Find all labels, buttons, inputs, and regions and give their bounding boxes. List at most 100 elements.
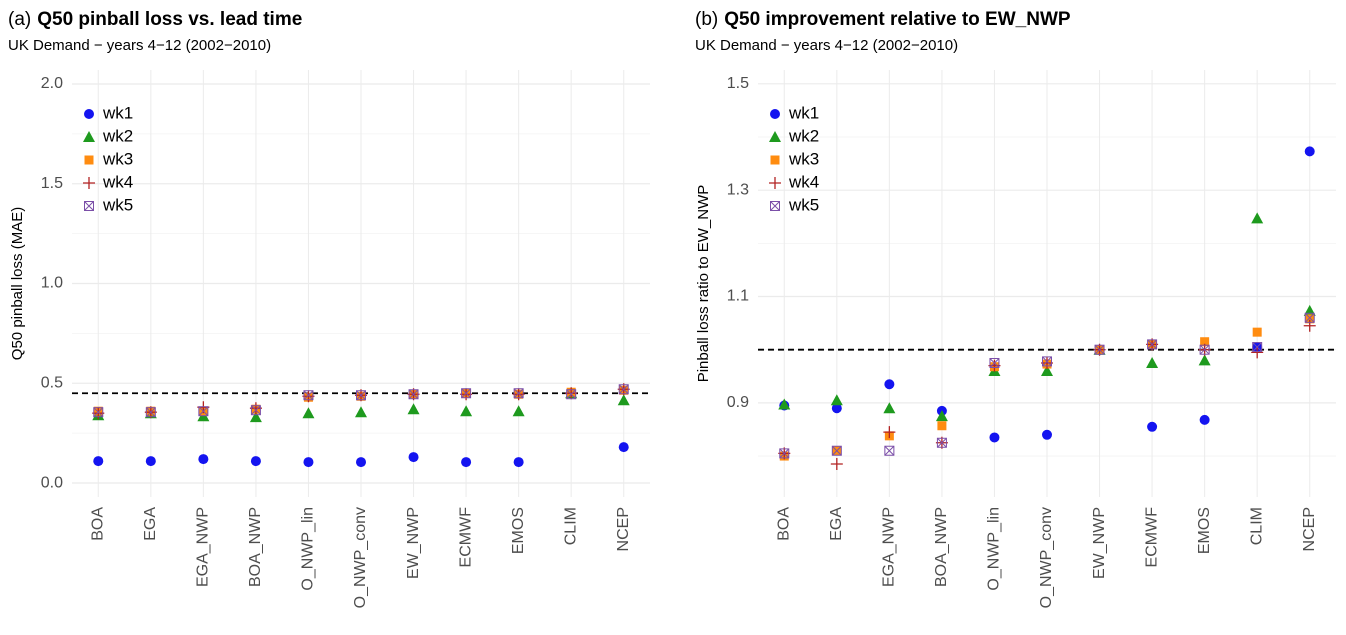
marker <box>145 456 156 467</box>
marker-box <box>461 388 472 399</box>
marker-box <box>1199 344 1210 355</box>
marker-box <box>93 407 104 418</box>
marker-box <box>936 437 947 448</box>
marker <box>769 177 781 189</box>
legend-label: wk2 <box>102 126 133 145</box>
x-tick-label: O_NWP_lin <box>300 507 317 591</box>
marker <box>249 411 262 423</box>
marker <box>770 155 780 165</box>
marker-cross <box>1304 312 1315 323</box>
marker-cross <box>408 389 419 400</box>
marker <box>145 407 156 418</box>
legend-label: wk5 <box>788 195 819 214</box>
marker <box>250 456 261 467</box>
marker-cross <box>1147 339 1157 350</box>
marker-circle <box>1042 429 1052 440</box>
x-tick-label: CLIM <box>1248 507 1265 545</box>
marker-plus <box>83 177 95 189</box>
marker-cross <box>513 388 524 399</box>
marker-triangle <box>249 411 262 423</box>
marker <box>830 458 843 471</box>
chart-title: (b) Q50 improvement relative to EW_NWP <box>695 9 1071 30</box>
marker <box>1252 327 1262 337</box>
marker <box>198 454 209 465</box>
marker <box>408 389 419 400</box>
marker-triangle <box>769 131 781 142</box>
marker-box <box>779 448 790 459</box>
marker <box>935 410 948 422</box>
marker <box>84 201 94 211</box>
marker <box>778 398 791 410</box>
x-tick-label: EGA <box>142 507 159 541</box>
legend-label: wk2 <box>788 126 819 145</box>
marker-plus <box>1303 319 1316 332</box>
y-tick-label: 0.0 <box>41 474 63 491</box>
marker-circle <box>884 379 895 390</box>
x-tick-label: BOA_NWP <box>247 507 264 587</box>
x-tick-label: BOA_NWP <box>933 507 950 587</box>
marker-circle <box>93 456 104 467</box>
marker-cross <box>1094 344 1105 355</box>
marker-triangle <box>1198 354 1211 366</box>
marker-box <box>770 201 780 211</box>
marker <box>1198 354 1211 366</box>
marker <box>303 457 314 468</box>
marker <box>407 403 420 415</box>
marker-cross <box>566 389 577 400</box>
marker <box>1305 314 1315 324</box>
marker <box>408 452 419 463</box>
marker-box <box>1042 356 1052 367</box>
marker-square <box>1252 327 1262 337</box>
marker-plus <box>769 177 781 189</box>
marker-triangle <box>83 131 95 142</box>
x-tick-label: O_NWP_conv <box>352 507 369 608</box>
title-text: Q50 improvement relative to EW_NWP <box>724 9 1071 30</box>
marker-cross <box>779 448 790 459</box>
legend-label: wk3 <box>102 149 133 168</box>
y-axis-label: Q50 pinball loss (MAE) <box>9 207 26 360</box>
y-tick-label: 1.0 <box>41 275 63 292</box>
marker-circle <box>1304 146 1315 157</box>
marker-circle <box>513 457 524 468</box>
marker <box>1147 421 1158 432</box>
legend-label: wk4 <box>102 172 133 191</box>
x-tick-label: O_NWP_conv <box>1038 507 1055 608</box>
marker-circle <box>989 432 1000 443</box>
marker-circle <box>356 457 366 468</box>
marker-square <box>937 421 947 431</box>
marker <box>883 426 896 439</box>
x-tick-label: NCEP <box>615 507 632 551</box>
marker <box>302 407 315 419</box>
marker-box <box>1147 339 1158 350</box>
marker-cross <box>198 406 209 417</box>
y-tick-label: 1.5 <box>727 75 749 92</box>
marker <box>303 390 314 401</box>
marker <box>1094 344 1105 355</box>
x-tick-label: ECMWF <box>457 507 474 568</box>
title-prefix: (a) <box>8 9 31 30</box>
marker-circle <box>1199 414 1210 425</box>
marker <box>83 177 95 189</box>
marker <box>356 390 366 401</box>
marker-triangle <box>355 406 367 418</box>
marker <box>513 457 524 468</box>
marker <box>1303 319 1316 332</box>
marker-triangle <box>512 405 525 417</box>
marker-cross <box>989 358 1000 368</box>
marker-circle <box>770 109 780 119</box>
marker <box>356 457 366 468</box>
marker-box <box>831 445 842 456</box>
marker-cross <box>831 445 842 456</box>
marker <box>1199 344 1210 355</box>
marker-cross <box>937 437 947 448</box>
marker-circle <box>198 454 209 465</box>
marker <box>1304 146 1315 157</box>
marker <box>937 421 947 431</box>
x-tick-label: BOA <box>89 507 106 541</box>
marker <box>84 155 94 165</box>
marker <box>618 442 629 453</box>
y-tick-label: 1.3 <box>727 181 749 198</box>
marker-triangle <box>778 398 791 410</box>
marker <box>83 131 95 142</box>
marker <box>884 445 895 456</box>
